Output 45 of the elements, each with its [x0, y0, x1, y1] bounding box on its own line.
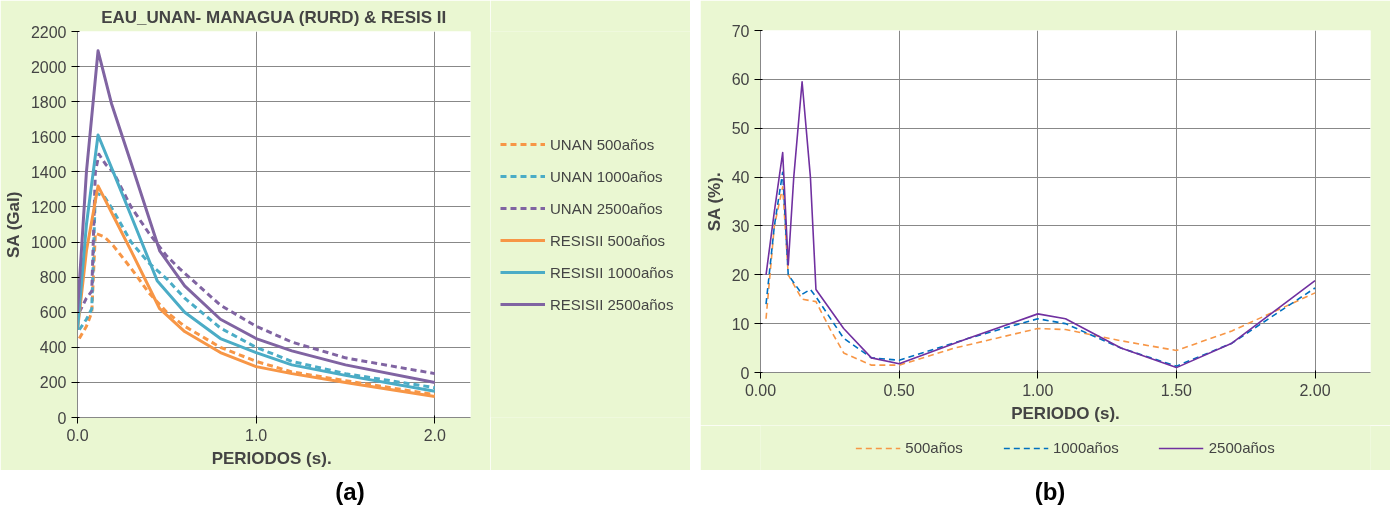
legend-label: RESISII 1000años	[550, 263, 674, 281]
x-tick-label: 0.50	[883, 381, 915, 399]
x-tick-label: 1.00	[1022, 381, 1054, 399]
line-series	[765, 81, 1316, 369]
x-axis-title: PERIODOS (s).	[211, 448, 332, 468]
y-tick-label: 1000	[30, 234, 67, 252]
y-axis-title: SA (Gal)	[3, 191, 23, 259]
y-tick-label: 70	[731, 22, 750, 40]
x-tick-label: 0.00	[744, 381, 777, 399]
chart-title: EAU_UNAN- MANAGUA (RURD) & RESIS II	[101, 7, 447, 27]
y-tick-label: 1400	[30, 163, 67, 181]
y-tick-label: 400	[39, 339, 67, 357]
y-tick-label: 30	[731, 217, 750, 235]
y-tick-label: 10	[731, 315, 750, 333]
y-tick-label: 800	[39, 269, 67, 287]
legend-label: RESISII 2500años	[550, 295, 674, 313]
y-tick-label: 60	[731, 71, 750, 89]
x-tick-label: 1.0	[245, 426, 268, 444]
legend-label: 500años	[905, 439, 963, 456]
legend-label: RESISII 500años	[550, 231, 666, 249]
y-tick-label: 2000	[30, 58, 67, 76]
legend-label: 1000años	[1052, 439, 1119, 456]
text: (a)	[335, 477, 365, 507]
x-tick-label: 1.50	[1160, 381, 1193, 399]
x-axis-title: PERIODO (s).	[1011, 403, 1120, 423]
x-tick-label: 2.0	[423, 426, 446, 444]
y-tick-label: 20	[731, 266, 750, 284]
y-tick-label: 0	[740, 364, 750, 382]
y-tick-label: 0	[57, 409, 67, 427]
legend-label: 2500años	[1208, 439, 1275, 456]
y-tick-label: 1600	[30, 128, 67, 146]
legend-label: UNAN 1000años	[550, 167, 663, 185]
y-tick-label: 600	[39, 304, 67, 322]
y-axis-title: SA (%).	[704, 172, 724, 232]
y-tick-label: 2200	[30, 23, 67, 41]
y-tick-label: 200	[39, 374, 67, 392]
x-tick-label: 0.0	[66, 426, 89, 444]
y-tick-label: 50	[731, 120, 750, 138]
legend-label: UNAN 500años	[550, 135, 655, 153]
legend-label: UNAN 2500años	[550, 199, 663, 217]
x-tick-label: 2.00	[1299, 381, 1331, 399]
text: (b)	[1034, 477, 1066, 507]
y-tick-label: 40	[731, 169, 750, 187]
y-tick-label: 1800	[30, 93, 67, 111]
y-tick-label: 1200	[30, 198, 67, 216]
